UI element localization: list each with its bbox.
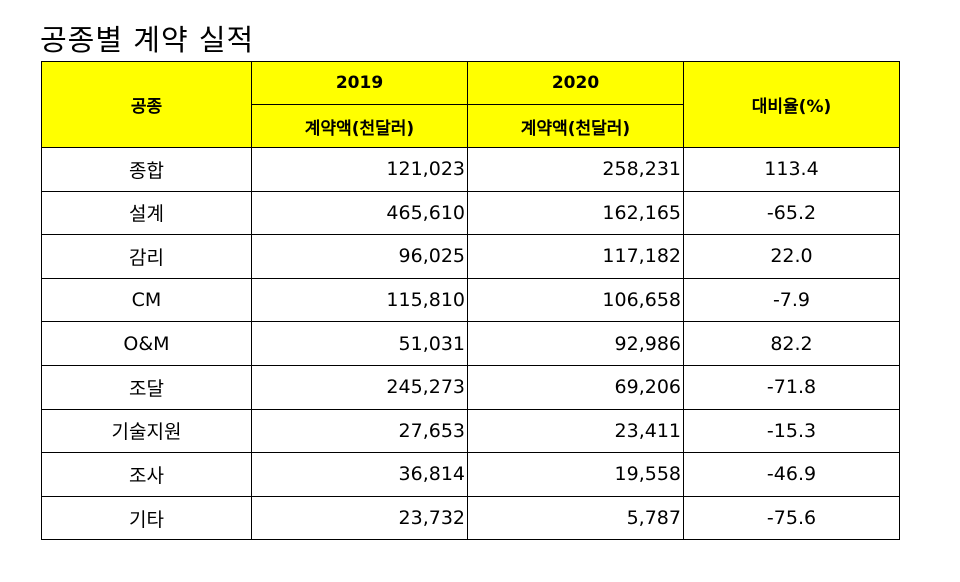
contract-performance-table: 공종 2019 2020 대비율(%) 계약액(천달러) 계약액(천달러) 종합…	[41, 61, 900, 541]
row-2019-amount-cell: 245,273	[251, 364, 468, 410]
row-2019-amount-cell: 51,031	[251, 321, 468, 366]
row-category-cell: 조달	[41, 364, 252, 410]
table-row: 기술지원 27,653 23,411 -15.3	[41, 408, 900, 454]
row-2019-amount-cell: 465,610	[251, 190, 468, 236]
row-2020-amount-cell: 162,165	[467, 190, 684, 236]
header-category: 공종	[41, 61, 252, 148]
table-row: O&M 51,031 92,986 82.2	[41, 321, 900, 366]
row-ratio-cell: 113.4	[683, 147, 900, 192]
row-category-cell: 감리	[41, 234, 252, 279]
header-year-2019: 2019	[251, 61, 468, 105]
header-amount-2019: 계약액(천달러)	[251, 104, 468, 148]
row-category-cell: 기타	[41, 495, 252, 541]
row-2020-amount-cell: 19,558	[467, 452, 684, 497]
row-2020-amount-cell: 5,787	[467, 495, 684, 541]
row-2020-amount-cell: 117,182	[467, 234, 684, 279]
row-2019-amount-cell: 121,023	[251, 147, 468, 192]
row-2020-amount-cell: 69,206	[467, 364, 684, 410]
row-ratio-cell: -15.3	[683, 408, 900, 454]
row-2020-amount-cell: 92,986	[467, 321, 684, 366]
row-category-cell: 기술지원	[41, 408, 252, 454]
table-row: 감리 96,025 117,182 22.0	[41, 234, 900, 279]
row-ratio-cell: -75.6	[683, 495, 900, 541]
row-ratio-cell: -65.2	[683, 190, 900, 236]
row-category-cell: 설계	[41, 190, 252, 236]
row-2019-amount-cell: 27,653	[251, 408, 468, 454]
row-category-cell: 종합	[41, 147, 252, 192]
row-category-cell: 조사	[41, 452, 252, 497]
table-row: 종합 121,023 258,231 113.4	[41, 147, 900, 192]
row-2019-amount-cell: 115,810	[251, 277, 468, 323]
table-title: 공종별 계약 실적	[40, 23, 255, 57]
row-ratio-cell: 82.2	[683, 321, 900, 366]
row-ratio-cell: -71.8	[683, 364, 900, 410]
header-ratio: 대비율(%)	[683, 61, 900, 148]
table-row: 기타 23,732 5,787 -75.6	[41, 495, 900, 541]
table-row: 설계 465,610 162,165 -65.2	[41, 190, 900, 236]
row-category-cell: CM	[41, 277, 252, 323]
row-ratio-cell: -46.9	[683, 452, 900, 497]
table-row: 조사 36,814 19,558 -46.9	[41, 452, 900, 497]
row-2019-amount-cell: 96,025	[251, 234, 468, 279]
row-2020-amount-cell: 106,658	[467, 277, 684, 323]
table-body: 종합 121,023 258,231 113.4 설계 465,610 162,165 -65…	[41, 147, 900, 541]
table-row: 조달 245,273 69,206 -71.8	[41, 364, 900, 410]
row-category-cell: O&M	[41, 321, 252, 366]
row-2019-amount-cell: 36,814	[251, 452, 468, 497]
row-ratio-cell: -7.9	[683, 277, 900, 323]
table-row: CM 115,810 106,658 -7.9	[41, 277, 900, 323]
row-ratio-cell: 22.0	[683, 234, 900, 279]
header-amount-2020: 계약액(천달러)	[467, 104, 684, 148]
header-year-2020: 2020	[467, 61, 684, 105]
row-2019-amount-cell: 23,732	[251, 495, 468, 541]
row-2020-amount-cell: 23,411	[467, 408, 684, 454]
row-2020-amount-cell: 258,231	[467, 147, 684, 192]
